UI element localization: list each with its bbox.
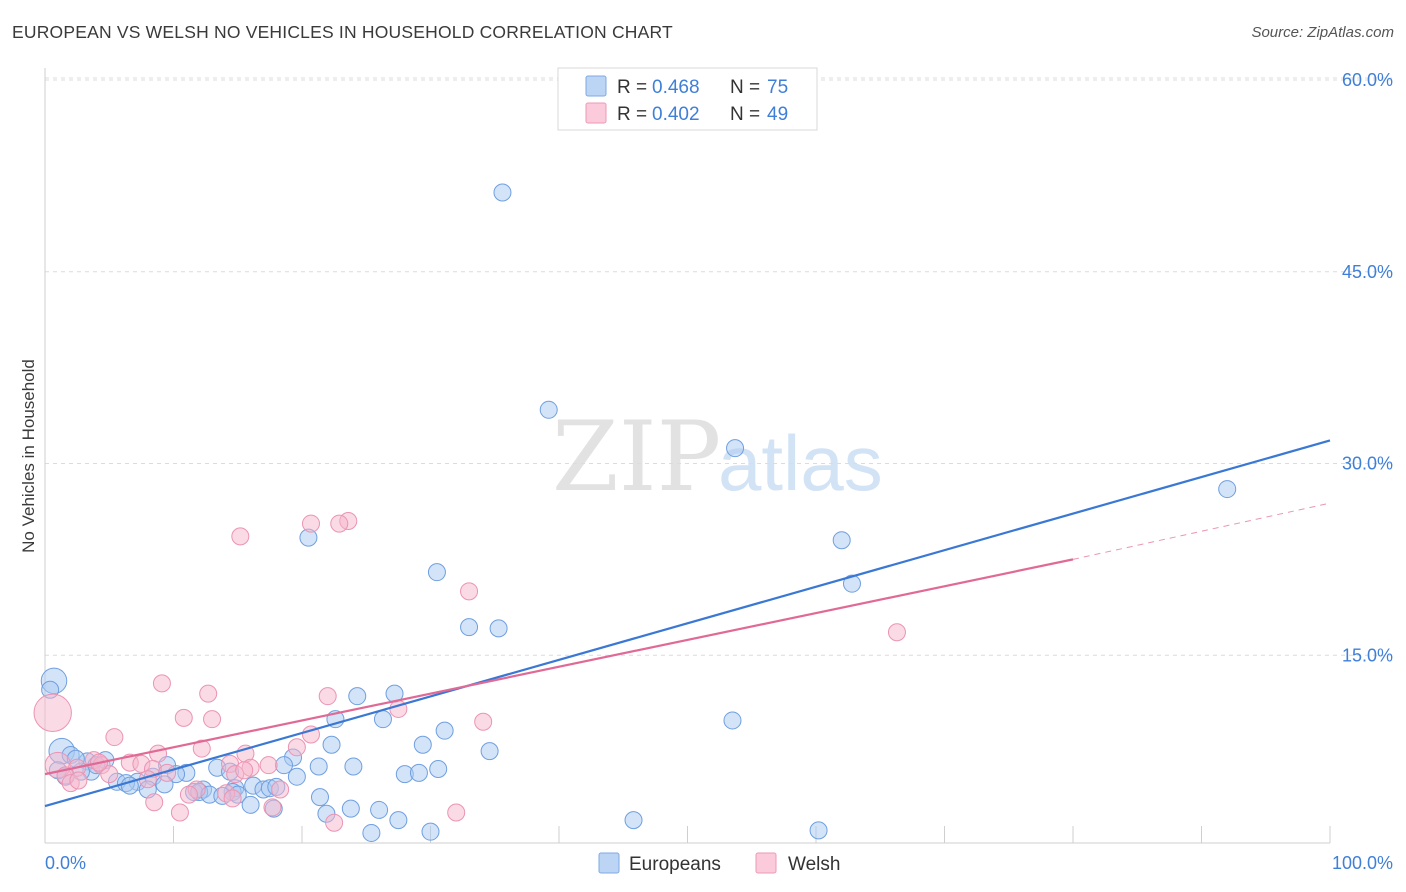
europeans-point bbox=[309, 757, 328, 776]
legend-europeans-swatch bbox=[598, 852, 620, 874]
watermark-zip: ZIP bbox=[552, 401, 721, 513]
legend-welsh-swatch bbox=[755, 852, 777, 874]
trend-lines bbox=[44, 439, 1331, 808]
europeans-r-label: R = bbox=[617, 77, 647, 98]
welsh-point bbox=[231, 527, 250, 546]
welsh-point bbox=[263, 798, 282, 817]
welsh-point bbox=[287, 738, 306, 757]
x-tick-label: 100.0% bbox=[1332, 853, 1393, 873]
welsh-point bbox=[174, 708, 193, 727]
europeans-point bbox=[624, 811, 643, 830]
europeans-point bbox=[421, 822, 440, 841]
welsh-point bbox=[179, 785, 198, 804]
europeans-point bbox=[1218, 480, 1237, 499]
europeans-point bbox=[809, 821, 828, 840]
welsh-point bbox=[325, 813, 344, 832]
welsh-point bbox=[301, 514, 320, 533]
welsh-point bbox=[100, 765, 119, 784]
welsh-point bbox=[149, 744, 168, 763]
welsh-point bbox=[105, 728, 124, 747]
y-axis-label: No Vehicles in Household bbox=[19, 359, 38, 553]
welsh-point bbox=[152, 674, 171, 693]
legend-welsh-label: Welsh bbox=[788, 854, 840, 875]
series-legend: Europeans Welsh bbox=[598, 852, 840, 875]
europeans-point bbox=[832, 531, 851, 550]
europeans-point bbox=[341, 799, 360, 818]
europeans-n-value: 75 bbox=[767, 77, 788, 98]
europeans-point bbox=[413, 735, 432, 754]
europeans-point bbox=[310, 788, 329, 807]
welsh-point bbox=[887, 623, 906, 642]
stats-legend: R = 0.468 N = 75 R = 0.402 N = 49 bbox=[557, 67, 818, 131]
europeans-point bbox=[241, 795, 260, 814]
welsh-trend-extension bbox=[1072, 502, 1331, 560]
welsh-n-value: 49 bbox=[767, 104, 788, 125]
welsh-n-label: N = bbox=[730, 104, 760, 125]
europeans-point bbox=[489, 619, 508, 638]
europeans-point bbox=[539, 400, 558, 419]
y-tick-label: 60.0% bbox=[1342, 70, 1393, 90]
welsh-trend-line bbox=[44, 558, 1074, 776]
europeans-point bbox=[493, 183, 512, 202]
tick-labels: 15.0% 30.0% 45.0% 60.0% 0.0% 100.0% bbox=[45, 70, 1393, 873]
welsh-point bbox=[460, 582, 479, 601]
welsh-point bbox=[33, 693, 72, 732]
europeans-point bbox=[480, 742, 499, 761]
y-tick-label: 15.0% bbox=[1342, 645, 1393, 665]
welsh-point bbox=[192, 739, 211, 758]
europeans-point bbox=[460, 618, 479, 637]
europeans-point bbox=[287, 767, 306, 786]
europeans-point bbox=[726, 439, 745, 458]
welsh-swatch bbox=[585, 102, 607, 124]
y-tick-label: 45.0% bbox=[1342, 262, 1393, 282]
welsh-point bbox=[330, 514, 349, 533]
welsh-r-value: 0.402 bbox=[652, 104, 700, 125]
europeans-point bbox=[370, 800, 389, 819]
europeans-trend-line bbox=[44, 439, 1331, 808]
europeans-r-value: 0.468 bbox=[652, 77, 700, 98]
welsh-point bbox=[170, 803, 189, 822]
europeans-point bbox=[373, 710, 392, 729]
europeans-point bbox=[842, 574, 861, 593]
europeans-point bbox=[362, 823, 381, 842]
chart-title: EUROPEAN VS WELSH NO VEHICLES IN HOUSEHO… bbox=[12, 22, 673, 42]
x-tick-label: 0.0% bbox=[45, 853, 86, 873]
welsh-point bbox=[203, 710, 222, 729]
europeans-swatch bbox=[585, 75, 607, 97]
welsh-point bbox=[69, 771, 88, 790]
legend-europeans-label: Europeans bbox=[629, 854, 721, 875]
welsh-point bbox=[145, 793, 164, 812]
welsh-point bbox=[447, 803, 466, 822]
welsh-point bbox=[318, 687, 337, 706]
europeans-n-label: N = bbox=[730, 77, 760, 98]
welsh-point bbox=[259, 756, 278, 775]
europeans-point bbox=[435, 721, 454, 740]
europeans-point bbox=[723, 711, 742, 730]
welsh-point bbox=[199, 684, 218, 703]
europeans-point bbox=[322, 735, 341, 754]
grid bbox=[45, 77, 1392, 656]
europeans-point bbox=[344, 757, 363, 776]
europeans-point bbox=[427, 563, 446, 582]
y-tick-label: 30.0% bbox=[1342, 454, 1393, 474]
welsh-r-label: R = bbox=[617, 104, 647, 125]
welsh-point bbox=[474, 712, 493, 731]
europeans-point bbox=[389, 811, 408, 830]
europeans-point bbox=[348, 687, 367, 706]
europeans-point bbox=[409, 763, 428, 782]
welsh-points bbox=[33, 512, 906, 832]
welsh-point bbox=[235, 761, 254, 780]
welsh-point bbox=[271, 780, 290, 799]
welsh-point bbox=[223, 789, 242, 808]
source-label: Source: ZipAtlas.com bbox=[1251, 24, 1394, 41]
europeans-point bbox=[429, 760, 448, 779]
